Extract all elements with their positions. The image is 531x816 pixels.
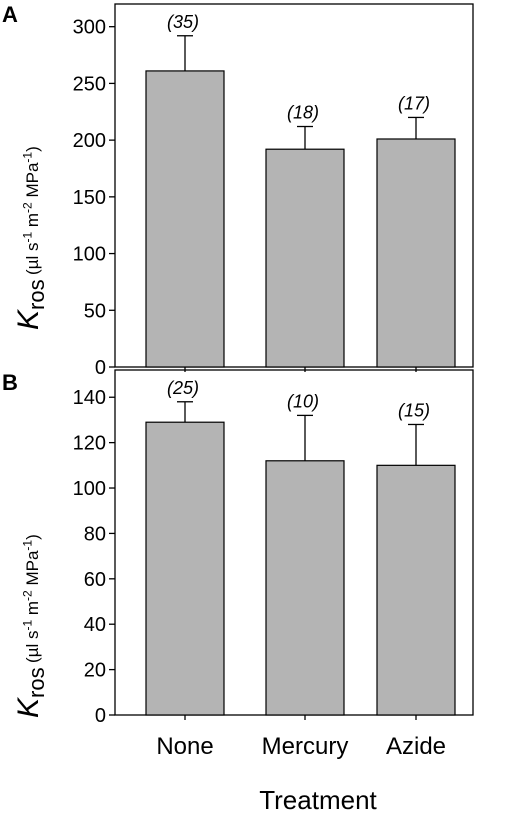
sample-size-annotation: (15) (398, 400, 430, 420)
x-category-label: Mercury (261, 733, 349, 760)
sample-size-annotation: (35) (167, 12, 199, 32)
y-tick-label: 0 (95, 705, 106, 727)
x-category-label: Azide (385, 733, 447, 760)
sample-size-annotation: (10) (287, 391, 319, 411)
y-axis-label-b: Kros (µl s-1 m-2 MPa-1) (12, 534, 49, 718)
y-tick-label: 50 (84, 300, 106, 322)
y-tick-label: 20 (84, 660, 106, 682)
bar (145, 70, 225, 368)
sample-size-annotation: (17) (398, 93, 430, 113)
sample-size-annotation: (18) (287, 103, 319, 123)
bar (376, 138, 456, 368)
y-tick-label: 40 (84, 614, 106, 636)
bar (265, 148, 345, 368)
y-tick-label: 0 (95, 357, 106, 379)
bar (376, 464, 456, 716)
sample-size-annotation: (25) (167, 378, 199, 398)
panel-label-b: B (2, 370, 18, 395)
y-tick-label: 120 (73, 433, 106, 455)
y-tick-label: 60 (84, 569, 106, 591)
y-tick-label: 100 (73, 478, 106, 500)
y-tick-label: 250 (73, 73, 106, 95)
y-axis-label-a: Kros (µl s-1 m-2 MPa-1) (12, 146, 49, 330)
y-tick-label: 80 (84, 523, 106, 545)
y-tick-label: 140 (73, 387, 106, 409)
y-tick-label: 300 (73, 17, 106, 39)
y-tick-label: 200 (73, 130, 106, 152)
y-tick-label: 100 (73, 244, 106, 266)
bar (145, 421, 225, 716)
panel-label-a: A (2, 2, 18, 27)
x-category-label: None (156, 733, 214, 760)
x-axis-title: Treatment (259, 785, 377, 815)
y-tick-label: 150 (73, 187, 106, 209)
bar (265, 460, 345, 716)
